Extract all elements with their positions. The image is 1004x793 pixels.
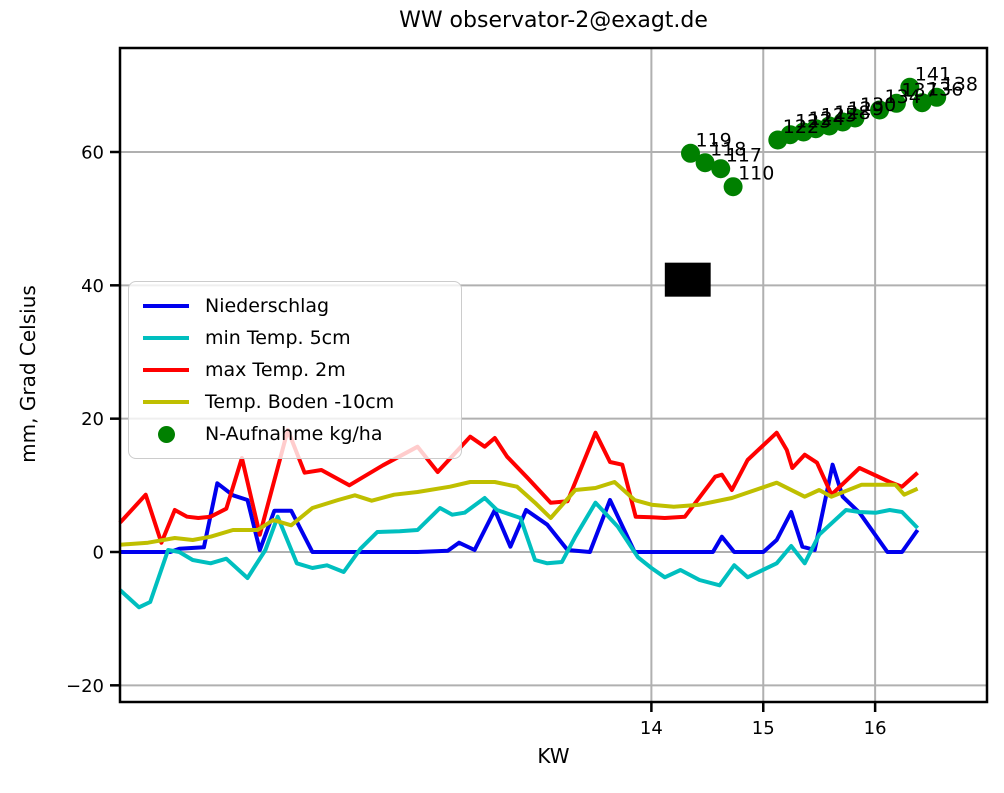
legend-label: Niederschlag [205, 295, 330, 317]
scatter-dot-119 [681, 143, 700, 163]
scatter-annotation-141: 141 [915, 63, 951, 85]
scatter-dot-117 [711, 159, 731, 179]
legend-item-max-temp-2m: max Temp. 2m [143, 355, 447, 385]
scatter-annotation-129: 129 [848, 98, 884, 120]
black-marker-rect [664, 262, 711, 297]
legend-line-swatch-cyan [143, 336, 189, 340]
scatter-annotation-110: 110 [738, 163, 774, 185]
legend-dot-swatch-green [143, 425, 189, 443]
scatter-annotation-138: 138 [942, 73, 978, 95]
scatter-annotation-122: 122 [783, 116, 819, 138]
x-tick-label-14: 14 [640, 718, 663, 739]
series-line-temp-boden-10cm [119, 480, 919, 547]
legend-item-min-temp-5cm: min Temp. 5cm [143, 323, 447, 353]
y-tick-label-40: 40 [81, 276, 104, 297]
y-tick-label-20: 20 [81, 409, 104, 430]
legend-item-niederschlag: Niederschlag [143, 291, 447, 321]
legend-label: min Temp. 5cm [205, 327, 351, 349]
scatter-dot-137 [886, 93, 906, 113]
scatter-dot-134 [870, 100, 890, 120]
y-tick-label-60: 60 [81, 143, 104, 164]
legend-label: max Temp. 2m [205, 359, 346, 381]
legend-line-swatch-olive [143, 400, 189, 404]
scatter-annotation-119: 119 [696, 129, 732, 151]
legend-line-swatch-blue [143, 304, 189, 308]
x-axis-label: KW [537, 744, 570, 768]
scatter-annotation-123: 123 [795, 111, 831, 133]
y-tick-label-0: 0 [93, 543, 104, 564]
legend-item-n-aufnahme: N-Aufnahme kg/ha [143, 419, 447, 449]
chart-title: WW observator-2@exagt.de [399, 8, 708, 33]
legend: Niederschlag min Temp. 5cm max Temp. 2m … [128, 281, 462, 459]
series-line-niederschlag [120, 462, 920, 554]
series-line-min-temp-5cm [118, 496, 920, 610]
y-tick-label-−20: −20 [66, 676, 104, 697]
scatter-annotation-125: 125 [821, 105, 857, 127]
scatter-dot-130 [845, 108, 865, 128]
scatter-annotation-136: 136 [927, 79, 963, 101]
scatter-annotation-134: 134 [885, 86, 921, 108]
legend-label: Temp. Boden -10cm [205, 391, 395, 413]
scatter-dot-141 [900, 77, 920, 97]
scatter-annotation-130: 130 [860, 94, 896, 116]
scatter-annotation-124: 124 [809, 108, 845, 130]
y-axis-label: mm, Grad Celsius [16, 285, 40, 463]
scatter-dot-138 [927, 87, 947, 107]
legend-line-swatch-red [143, 368, 189, 372]
scatter-dot-118 [695, 153, 715, 173]
scatter-annotation-117: 117 [726, 145, 762, 167]
scatter-dot-136 [912, 93, 932, 113]
scatter-annotation-128: 128 [834, 102, 870, 124]
x-tick-label-15: 15 [752, 718, 775, 739]
legend-item-temp-boden-10cm: Temp. Boden -10cm [143, 387, 447, 417]
scatter-annotation-118: 118 [710, 139, 746, 161]
x-tick-label-16: 16 [864, 718, 887, 739]
scatter-dot-110 [723, 177, 743, 197]
legend-label: N-Aufnahme kg/ha [205, 423, 383, 445]
series-line-max-temp-2m [118, 428, 919, 545]
scatter-annotation-137: 137 [901, 79, 937, 101]
plot-border [118, 46, 989, 704]
